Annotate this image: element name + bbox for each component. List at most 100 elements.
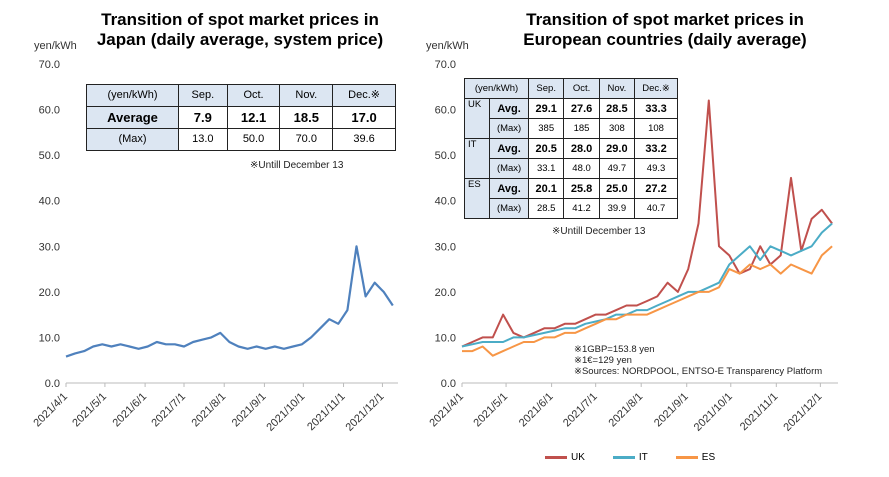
table-row: (Max) 385 185 308 108	[465, 118, 678, 139]
table-cell: 33.2	[634, 138, 678, 159]
table-row: UK Avg. 29.1 27.6 28.5 33.3	[463, 98, 678, 139]
y-tick-label: 60.0	[435, 105, 456, 117]
x-tick-label: 2021/12/1	[343, 391, 386, 434]
table-row: IT Avg. 20.5 28.0 29.0 33.2	[463, 138, 678, 179]
table-cell: 49.7	[598, 158, 636, 179]
table-cell: 308	[598, 118, 636, 139]
legend-item-uk: UK	[545, 452, 585, 463]
x-tick-label: 2021/7/1	[149, 391, 188, 430]
header-cell: Dec.※	[634, 78, 678, 99]
europe-y-unit: yen/kWh	[426, 40, 469, 52]
x-tick-label: 2021/4/1	[427, 391, 466, 430]
x-tick-label: 2021/9/1	[652, 391, 691, 430]
y-tick-label: 60.0	[39, 105, 60, 117]
table-header-row: (yen/kWh) Sep. Oct. Nov. Dec.※	[86, 84, 396, 107]
x-tick-label: 2021/9/1	[230, 391, 269, 430]
country-cell: UK	[463, 98, 491, 139]
header-cell: (yen/kWh)	[86, 84, 179, 107]
x-tick-label: 2021/6/1	[517, 391, 556, 430]
table-cell: Average	[86, 106, 179, 129]
header-cell: Oct.	[226, 84, 281, 107]
x-tick-label: 2021/8/1	[607, 391, 646, 430]
table-cell: 385	[528, 118, 565, 139]
japan-chart-title: Transition of spot market prices in Japa…	[96, 10, 384, 49]
y-tick-label: 70.0	[435, 59, 456, 71]
header-cell: (yen/kWh)	[463, 78, 530, 99]
table-cell: 28.5	[598, 98, 636, 119]
table-cell: 20.5	[528, 138, 565, 159]
header-cell: Sep.	[528, 78, 565, 99]
x-tick-label: 2021/11/1	[738, 391, 781, 434]
y-tick-label: 20.0	[39, 287, 60, 299]
table-cell: 25.0	[598, 178, 636, 199]
table-cell: 50.0	[226, 128, 281, 151]
legend-item-es: ES	[675, 452, 715, 463]
table-row: (Max) 13.0 50.0 70.0 39.6	[86, 128, 396, 151]
table-cell: 7.9	[178, 106, 228, 129]
x-tick-label: 2021/8/1	[190, 391, 229, 430]
table-cell: 20.1	[528, 178, 565, 199]
table-cell: 39.9	[598, 198, 636, 219]
table-row: ES Avg. 20.1 25.8 25.0 27.2	[463, 178, 678, 219]
table-cell: (Max)	[489, 198, 530, 219]
country-cell: IT	[463, 138, 491, 179]
country-cell: ES	[463, 178, 491, 219]
x-tick-label: 2021/5/1	[471, 391, 510, 430]
table-cell: (Max)	[489, 158, 530, 179]
table-row: (Max) 28.5 41.2 39.9 40.7	[465, 198, 678, 219]
header-cell: Nov.	[279, 84, 334, 107]
y-tick-label: 10.0	[39, 332, 60, 344]
series-line-price	[65, 245, 394, 358]
series-line-it	[461, 222, 833, 348]
x-tick-label: 2021/10/1	[692, 391, 735, 434]
table-cell: 29.1	[528, 98, 565, 119]
header-cell: Oct.	[563, 78, 600, 99]
y-tick-label: 40.0	[435, 196, 456, 208]
table-cell: 185	[563, 118, 600, 139]
europe-notes: ※1GBP=153.8 yen ※1€=129 yen ※Sources: NO…	[574, 344, 823, 377]
table-cell: 25.8	[563, 178, 600, 199]
europe-chart-title: Transition of spot market prices in Euro…	[523, 10, 807, 49]
header-cell: Nov.	[598, 78, 636, 99]
x-tick-label: 2021/4/1	[31, 391, 70, 430]
table-cell: 40.7	[634, 198, 678, 219]
y-tick-label: 20.0	[435, 287, 456, 299]
table-cell: 70.0	[279, 128, 334, 151]
table-cell: 108	[634, 118, 678, 139]
x-tick-label: 2021/10/1	[264, 391, 307, 434]
y-tick-label: 50.0	[39, 150, 60, 162]
table-row: Average 7.9 12.1 18.5 17.0	[86, 106, 396, 129]
table-cell: (Max)	[489, 118, 530, 139]
table-cell: Avg.	[489, 138, 530, 159]
y-tick-label: 30.0	[435, 241, 456, 253]
table-cell: 12.1	[226, 106, 281, 129]
header-cell: Sep.	[178, 84, 228, 107]
table-cell: 49.3	[634, 158, 678, 179]
table-cell: 33.3	[634, 98, 678, 119]
table-cell: 28.0	[563, 138, 600, 159]
x-tick-label: 2021/11/1	[305, 391, 348, 434]
y-tick-label: 0.0	[441, 378, 456, 390]
table-header-row: (yen/kWh) Sep. Oct. Nov. Dec.※	[463, 78, 678, 99]
table-cell: Avg.	[489, 98, 530, 119]
table-cell: 48.0	[563, 158, 600, 179]
table-cell: (Max)	[86, 128, 179, 151]
x-tick-label: 2021/7/1	[561, 391, 600, 430]
table-row: (Max) 33.1 48.0 49.7 49.3	[465, 158, 678, 179]
y-tick-label: 10.0	[435, 332, 456, 344]
table-cell: 17.0	[332, 106, 396, 129]
europe-table-note: ※Untill December 13	[552, 226, 646, 237]
japan-price-table: (yen/kWh) Sep. Oct. Nov. Dec.※ Average 7.9 12.1…	[86, 84, 396, 151]
legend-item-it: IT	[612, 452, 648, 463]
table-cell: 18.5	[279, 106, 334, 129]
table-cell: 29.0	[598, 138, 636, 159]
table-cell: 13.0	[178, 128, 228, 151]
europe-legend: UK IT ES	[545, 452, 715, 463]
y-tick-label: 40.0	[39, 196, 60, 208]
note-gbp: ※1GBP=153.8 yen	[574, 344, 655, 355]
x-tick-label: 2021/5/1	[70, 391, 109, 430]
x-tick-label: 2021/6/1	[110, 391, 149, 430]
note-eur: ※1€=129 yen	[574, 355, 632, 366]
